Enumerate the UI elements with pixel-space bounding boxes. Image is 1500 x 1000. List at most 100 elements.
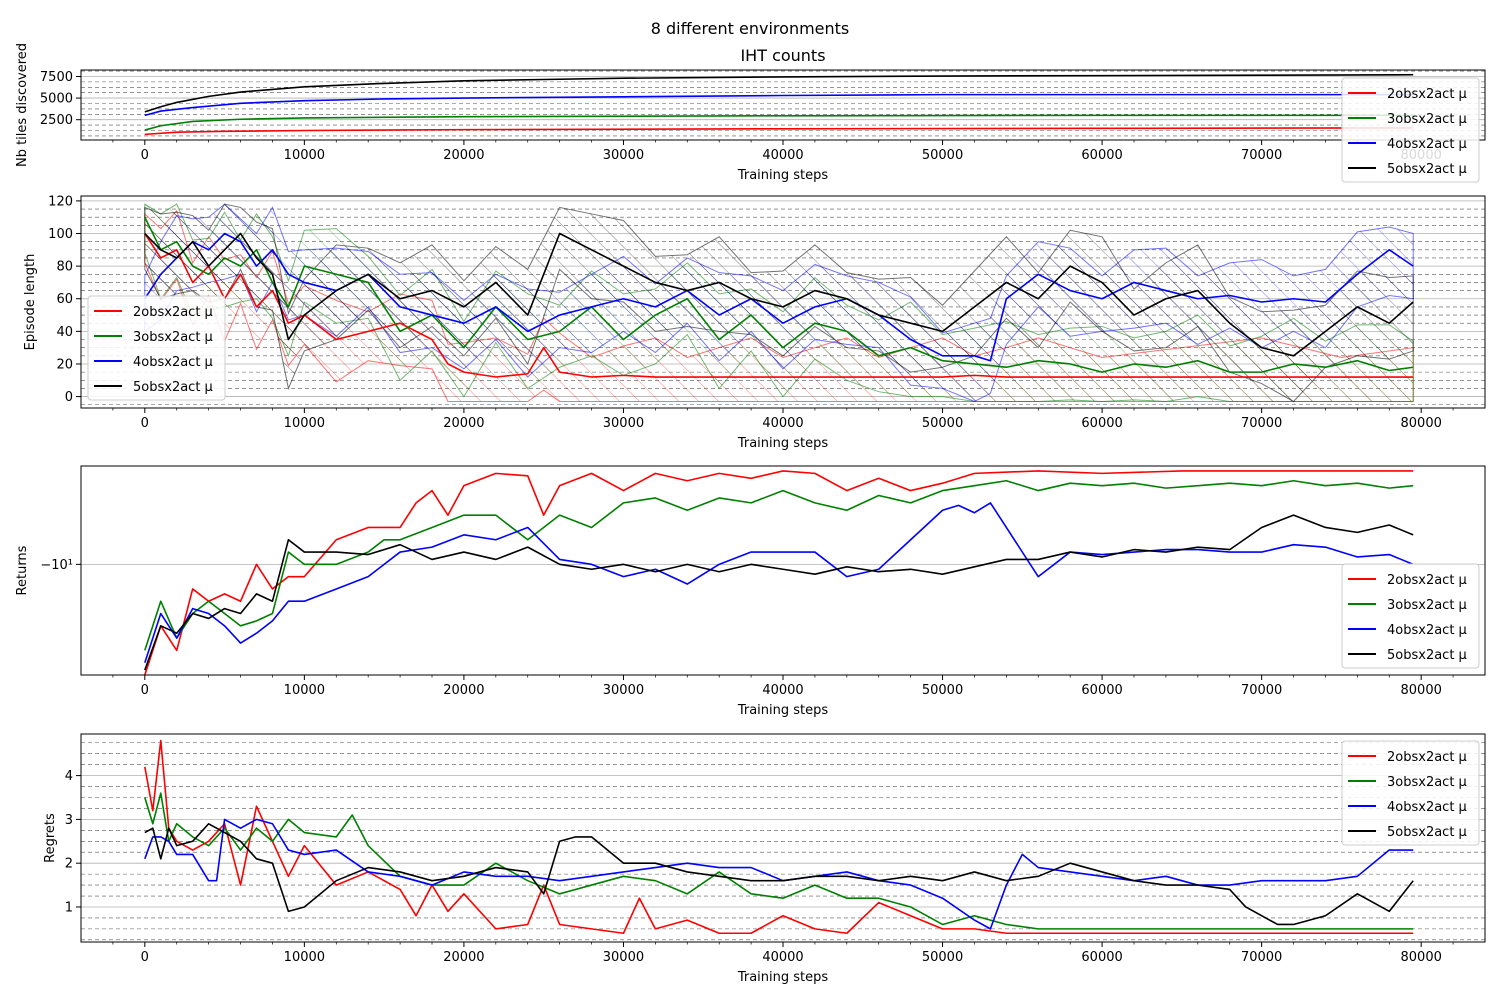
series-line-5obsx2act <box>144 232 1414 357</box>
x-tick-label: 80000 <box>1401 950 1442 965</box>
y-tick-label: 4 <box>65 769 73 784</box>
x-tick-label: 30000 <box>603 950 644 965</box>
x-tick-label: 80000 <box>1401 416 1442 431</box>
legend-label: 5obsx2act μ <box>1387 162 1467 177</box>
y-tick-label: 1 <box>65 900 73 915</box>
x-tick-label: 40000 <box>762 683 803 698</box>
y-tick-label: 5000 <box>40 92 73 107</box>
x-tick-label: 50000 <box>922 683 963 698</box>
legend-box <box>1341 77 1480 183</box>
y-axis-label: Nb tiles discovered <box>15 43 30 167</box>
legend-label: 3obsx2act μ <box>1387 112 1467 127</box>
legend-label: 4obsx2act μ <box>1387 137 1467 152</box>
y-tick-label: 2 <box>65 857 73 872</box>
y-axis-label: Regrets <box>43 813 58 863</box>
x-tick-label: 70000 <box>1241 950 1282 965</box>
y-tick-label: 80 <box>56 260 73 275</box>
x-tick-label: 50000 <box>922 950 963 965</box>
series-line-2obsx2act <box>144 127 1414 136</box>
x-tick-label: 30000 <box>603 148 644 163</box>
legend-label: 2obsx2act μ <box>133 305 213 320</box>
y-axis-label: Returns <box>15 545 30 595</box>
x-tick-label: 60000 <box>1081 683 1122 698</box>
y-tick-label: 3 <box>65 813 73 828</box>
panel-3: 0 10000 20000 30000 40000 50000 60000 70000 8000… <box>15 465 1486 718</box>
series-line-4obsx2act <box>144 818 1414 930</box>
axes-frame <box>80 465 1486 676</box>
y-tick-label: 60 <box>56 292 73 307</box>
panel-1: IHT counts 0 10000 20000 30000 40000 50000 6000… <box>15 43 1486 183</box>
series-line-5obsx2act <box>144 73 1414 113</box>
series-line-2obsx2act <box>144 470 1414 676</box>
legend: 2obsx2act μ 3obsx2act μ 4obsx2act μ 5obsx2a… <box>1341 740 1480 846</box>
legend-label: 2obsx2act μ <box>1387 750 1467 765</box>
x-tick-label: 0 <box>141 683 149 698</box>
x-tick-label: 60000 <box>1081 148 1122 163</box>
series-line-4obsx2act <box>144 232 1414 362</box>
x-tick-label: 10000 <box>284 950 325 965</box>
x-axis-label: Training steps <box>737 436 829 451</box>
legend-label: 4obsx2act μ <box>133 355 213 370</box>
legend: 2obsx2act μ 3obsx2act μ 4obsx2act μ 5obsx2a… <box>1341 77 1480 183</box>
panel-title: IHT counts <box>740 46 825 65</box>
x-tick-label: 10000 <box>284 148 325 163</box>
x-tick-label: 0 <box>141 416 149 431</box>
y-tick-label: 2500 <box>40 113 73 128</box>
legend-box <box>1341 563 1480 669</box>
y-tick-label: 100 <box>48 227 73 242</box>
x-tick-label: 10000 <box>284 416 325 431</box>
legend-label: 3obsx2act μ <box>1387 598 1467 613</box>
legend-label: 5obsx2act μ <box>133 380 213 395</box>
x-tick-label: 40000 <box>762 416 803 431</box>
y-tick-label: 40 <box>56 325 73 340</box>
x-tick-label: 20000 <box>443 950 484 965</box>
panel-2: 0 10000 20000 30000 40000 50000 60000 70000 8000… <box>23 194 1486 451</box>
y-tick-label: 120 <box>48 194 73 209</box>
legend-box <box>1341 740 1480 846</box>
x-axis-label: Training steps <box>737 970 829 985</box>
legend-label: 3obsx2act μ <box>1387 775 1467 790</box>
x-tick-label: 40000 <box>762 950 803 965</box>
x-tick-label: 40000 <box>762 148 803 163</box>
x-tick-label: 20000 <box>443 416 484 431</box>
series-line-4obsx2act <box>144 502 1414 663</box>
x-tick-label: 50000 <box>922 416 963 431</box>
x-tick-label: 0 <box>141 148 149 163</box>
x-tick-label: 0 <box>141 950 149 965</box>
series-line-2obsx2act <box>144 739 1414 935</box>
x-tick-label: 80000 <box>1401 683 1442 698</box>
x-tick-label: 30000 <box>603 416 644 431</box>
series-line-2obsx2act <box>144 233 1414 378</box>
legend-label: 2obsx2act μ <box>1387 573 1467 588</box>
y-tick-label: 20 <box>56 357 73 372</box>
y-axis-label: Episode length <box>23 254 38 351</box>
x-axis-label: Training steps <box>737 168 829 183</box>
legend-label: 2obsx2act μ <box>1387 87 1467 102</box>
y-tick-label: −10¹ <box>40 558 73 573</box>
x-tick-label: 50000 <box>922 148 963 163</box>
x-axis-label: Training steps <box>737 703 829 718</box>
series-line-3obsx2act <box>144 479 1414 651</box>
legend-label: 5obsx2act μ <box>1387 648 1467 663</box>
x-tick-label: 60000 <box>1081 950 1122 965</box>
x-tick-label: 20000 <box>443 683 484 698</box>
y-tick-label: 0 <box>65 390 73 405</box>
legend-label: 5obsx2act μ <box>1387 825 1467 840</box>
legend-label: 4obsx2act μ <box>1387 800 1467 815</box>
figure-suptitle: 8 different environments <box>651 19 850 38</box>
x-tick-label: 30000 <box>603 683 644 698</box>
series-line-5obsx2act <box>144 514 1414 671</box>
series-line-3obsx2act <box>144 114 1414 131</box>
legend-label: 4obsx2act μ <box>1387 623 1467 638</box>
variance-band-5obs <box>144 203 1414 403</box>
series-line-5obsx2act <box>144 822 1414 926</box>
panel-4: 0 10000 20000 30000 40000 50000 60000 70000 8000… <box>43 733 1486 985</box>
legend: 2obsx2act μ 3obsx2act μ 4obsx2act μ 5obsx2a… <box>87 295 226 401</box>
x-tick-label: 70000 <box>1241 416 1282 431</box>
series-line-3obsx2act <box>144 792 1414 930</box>
x-tick-label: 70000 <box>1241 148 1282 163</box>
x-tick-label: 10000 <box>284 683 325 698</box>
x-tick-label: 60000 <box>1081 416 1122 431</box>
